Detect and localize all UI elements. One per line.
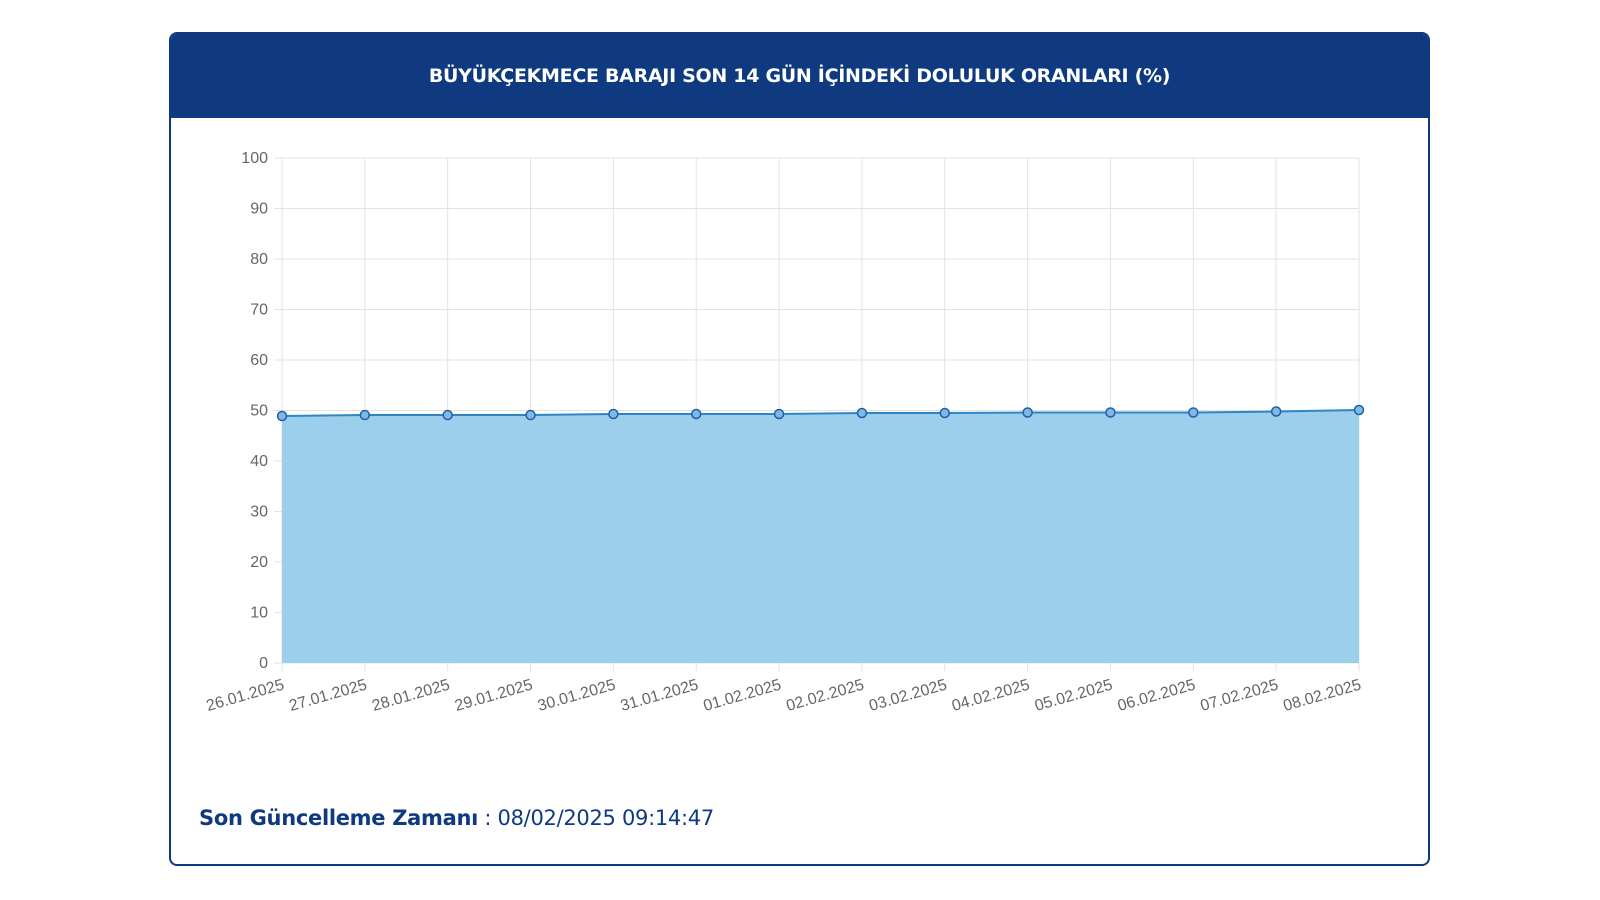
data-point <box>773 408 785 420</box>
x-tick-label: 29.01.2025 <box>453 676 535 714</box>
x-axis-ticks: 26.01.2025 27.01.2025 28.01.2025 29.01.2025… <box>204 676 1363 714</box>
area-fill <box>282 409 1359 663</box>
x-tick-label: 31.01.2025 <box>619 676 701 714</box>
y-tick-label: 30 <box>250 504 268 521</box>
data-point <box>359 409 371 421</box>
data-point <box>1022 407 1033 418</box>
data-point <box>1105 407 1116 418</box>
last-update-separator: : <box>478 806 498 830</box>
data-point <box>525 409 536 421</box>
x-tick-label: 28.01.2025 <box>370 676 452 714</box>
y-tick-label: 0 <box>259 655 268 672</box>
data-point <box>939 407 951 419</box>
data-points <box>276 404 1365 422</box>
x-tick-label: 26.01.2025 <box>204 676 286 714</box>
last-update: Son Güncelleme Zamanı : 08/02/2025 09:14… <box>199 806 714 830</box>
y-tick-label: 60 <box>250 352 268 369</box>
last-update-label: Son Güncelleme Zamanı <box>199 806 479 830</box>
y-tick-label: 100 <box>241 150 268 167</box>
x-tick-label: 06.02.2025 <box>1116 676 1198 714</box>
y-tick-label: 70 <box>250 302 268 319</box>
y-tick-label: 50 <box>250 403 268 420</box>
data-point <box>608 408 619 420</box>
y-tick-label: 20 <box>250 554 268 571</box>
data-point <box>690 408 702 420</box>
data-point <box>442 409 453 421</box>
y-tick-label: 80 <box>250 251 268 268</box>
data-point <box>856 407 868 419</box>
x-tick-label: 27.01.2025 <box>287 676 369 714</box>
y-tick-label: 10 <box>250 605 268 622</box>
card-header: BÜYÜKÇEKMECE BARAJI SON 14 GÜN İÇİNDEKİ … <box>171 34 1428 118</box>
x-tick-label: 30.01.2025 <box>536 676 618 714</box>
x-tick-label: 08.02.2025 <box>1281 676 1363 714</box>
y-axis-ticks: 0 10 20 30 40 50 60 70 80 90 100 <box>241 150 268 672</box>
y-tick-label: 90 <box>250 201 268 218</box>
area-layer <box>281 408 1360 663</box>
data-point <box>276 410 288 422</box>
data-point <box>1188 407 1199 418</box>
x-tick-label: 04.02.2025 <box>950 676 1032 714</box>
x-tick-label: 01.02.2025 <box>702 676 784 714</box>
area-chart: 0 10 20 30 40 50 60 70 80 90 100 26.01.2025 27.01.2… <box>204 150 1365 715</box>
series-line <box>281 408 1360 418</box>
chart-card: BÜYÜKÇEKMECE BARAJI SON 14 GÜN İÇİNDEKİ … <box>169 32 1430 866</box>
x-tick-label: 03.02.2025 <box>867 676 949 714</box>
x-tick-label: 05.02.2025 <box>1033 676 1115 714</box>
chart-title: BÜYÜKÇEKMECE BARAJI SON 14 GÜN İÇİNDEKİ … <box>428 65 1171 87</box>
last-update-value: 08/02/2025 09:14:47 <box>497 806 715 830</box>
data-point <box>1270 406 1282 417</box>
y-tick-label: 40 <box>250 453 268 470</box>
data-point <box>1353 404 1365 416</box>
x-tick-label: 07.02.2025 <box>1199 676 1281 714</box>
x-tick-label: 02.02.2025 <box>784 676 866 714</box>
